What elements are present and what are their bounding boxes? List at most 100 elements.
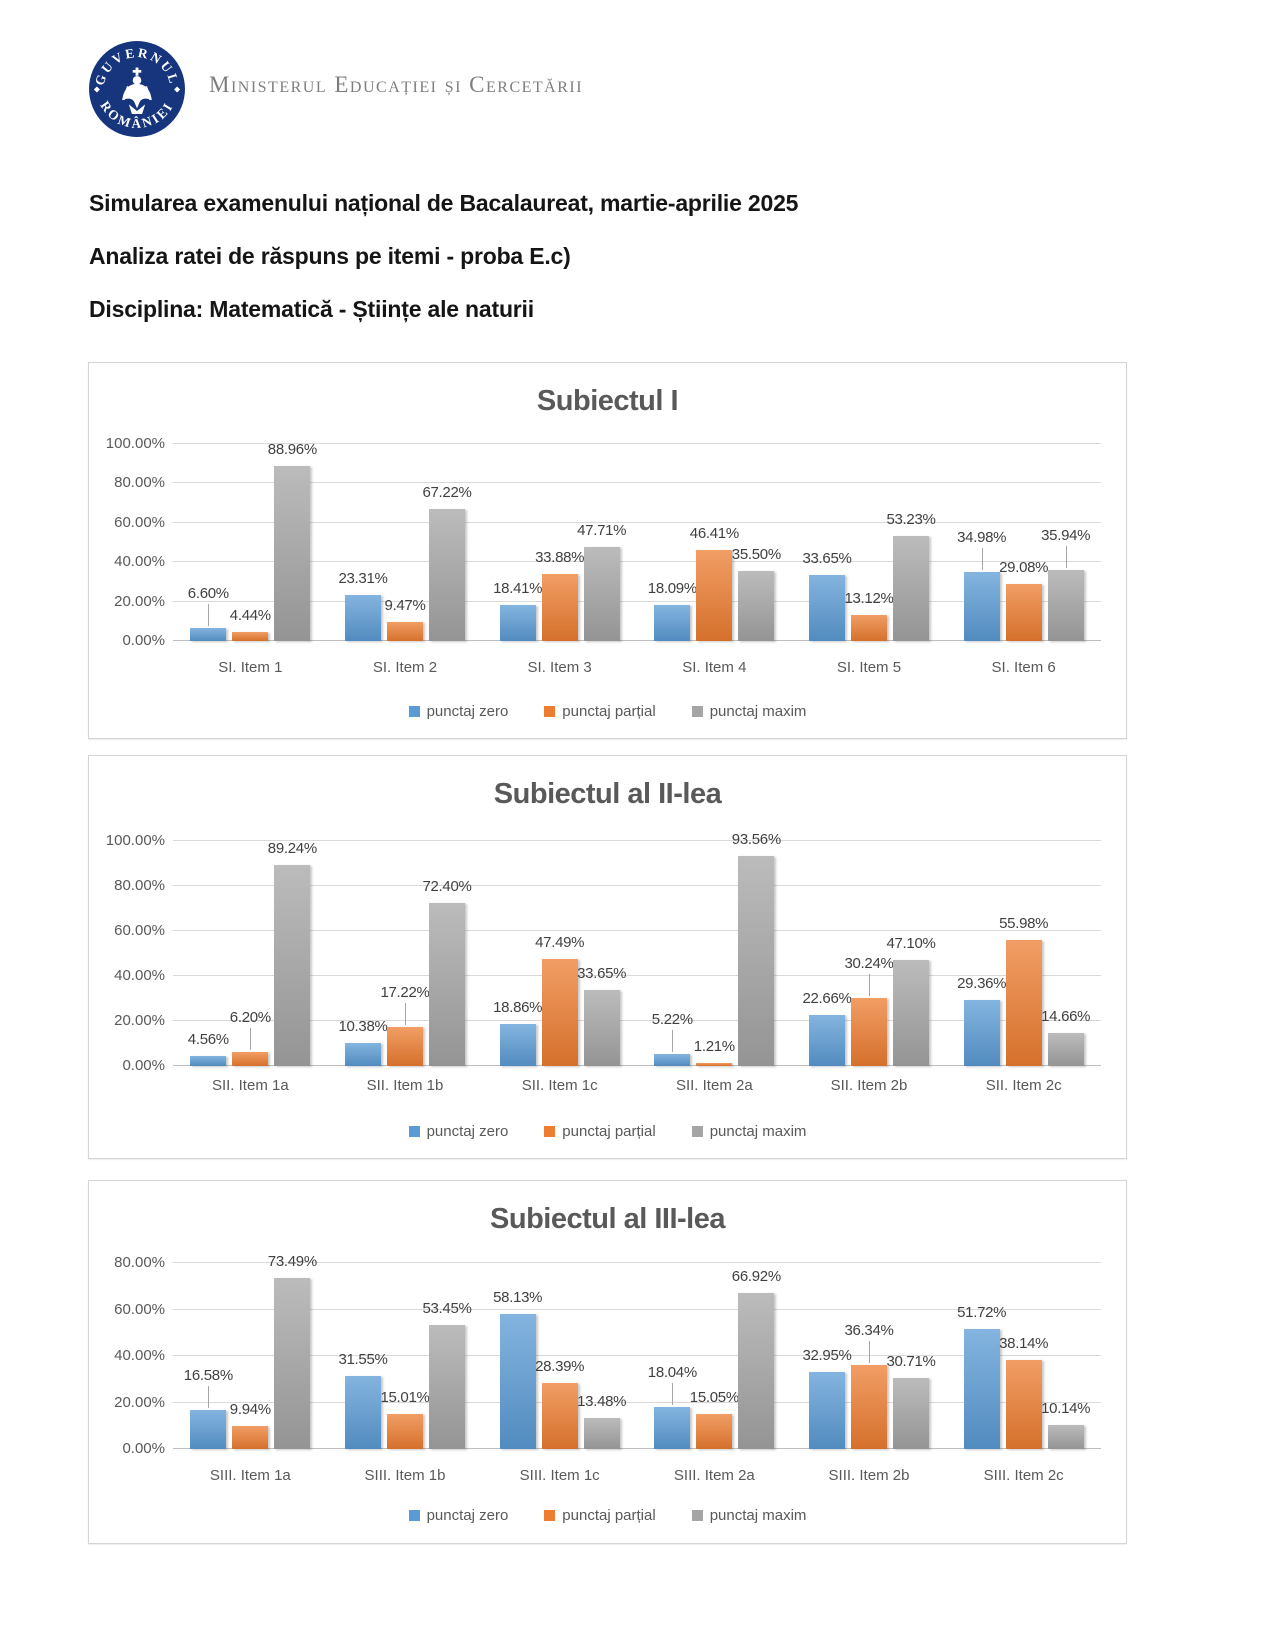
legend-label: punctaj maxim	[709, 1507, 807, 1524]
legend-label: punctaj zero	[426, 1123, 509, 1140]
data-label: 1.21%	[693, 1038, 735, 1056]
bar-punctaj-zero	[963, 1328, 1000, 1449]
data-label: 18.09%	[647, 580, 697, 598]
bar-punctaj-parțial	[232, 1052, 269, 1066]
data-label: 4.56%	[187, 1030, 229, 1048]
data-label: 29.08%	[999, 558, 1049, 576]
bar-punctaj-parțial	[541, 959, 578, 1066]
bar-punctaj-zero	[963, 999, 1000, 1066]
bar-punctaj-maxim	[1047, 570, 1084, 641]
bar-punctaj-maxim	[1047, 1033, 1084, 1066]
y-axis-tick-label: 100.00%	[105, 435, 165, 452]
bar-punctaj-parțial	[696, 1414, 733, 1449]
doc-title-line-2: Analiza ratei de răspuns pe itemi - prob…	[89, 243, 571, 269]
data-label: 10.14%	[1041, 1400, 1091, 1418]
bar-punctaj-maxim	[893, 1377, 929, 1449]
data-label: 55.98%	[999, 915, 1049, 933]
category-label: SIII. Item 2a	[673, 1467, 755, 1484]
bar-punctaj-maxim	[274, 1278, 311, 1449]
doc-title-line-1: Simularea examenului național de Bacalau…	[89, 190, 799, 216]
bar-punctaj-parțial	[387, 622, 423, 641]
category-label: SI. Item 3	[527, 659, 592, 676]
bar-punctaj-zero	[963, 572, 1000, 641]
data-label-leader-line	[672, 1030, 674, 1053]
category-label: SI. Item 6	[991, 659, 1056, 676]
legend-item-punctaj-zero: punctaj zero	[408, 1507, 509, 1524]
gridline	[173, 482, 1101, 484]
bar-punctaj-zero	[654, 605, 691, 641]
legend-swatch-icon	[691, 1126, 703, 1137]
data-label: 18.86%	[493, 998, 543, 1016]
data-label: 51.72%	[957, 1303, 1007, 1321]
chart-3: Subiectul al III-lea 16.58% 9.94% 73.49% 31.…	[88, 1180, 1127, 1544]
data-label: 16.58%	[183, 1367, 233, 1385]
data-label-leader-line	[1065, 546, 1067, 569]
legend-label: punctaj parțial	[562, 1507, 656, 1524]
bar-punctaj-maxim	[429, 508, 465, 641]
data-label: 47.71%	[577, 522, 627, 540]
doc-title-line-3: Disciplina: Matematică - Științe ale nat…	[89, 296, 534, 322]
data-label: 36.34%	[844, 1321, 894, 1339]
category-label: SII. Item 1c	[521, 1077, 598, 1094]
legend-label: punctaj maxim	[709, 703, 807, 720]
legend-swatch-icon	[408, 706, 420, 717]
data-label: 6.20%	[229, 1009, 271, 1027]
category-label: SIII. Item 1c	[519, 1467, 600, 1484]
data-label-leader-line	[981, 548, 983, 571]
bar-punctaj-zero	[809, 1015, 845, 1066]
data-label-leader-line	[869, 1340, 870, 1363]
legend-item-punctaj-parțial: punctaj parțial	[544, 703, 656, 720]
legend-label: punctaj zero	[426, 1507, 509, 1524]
category-label: SII. Item 1a	[211, 1077, 289, 1094]
data-label: 33.65%	[802, 549, 852, 567]
bar-punctaj-zero	[190, 1055, 227, 1066]
chart-legend: punctaj zero punctaj parțial punctaj maxim	[89, 1507, 1126, 1524]
gridline	[173, 975, 1101, 976]
data-label: 93.56%	[731, 830, 781, 848]
data-label: 31.55%	[338, 1350, 388, 1368]
category-label: SI. Item 2	[372, 659, 438, 676]
legend-swatch-icon	[691, 706, 703, 717]
data-label: 15.01%	[380, 1389, 430, 1407]
legend-swatch-icon	[544, 1510, 556, 1521]
data-label: 35.50%	[731, 546, 781, 564]
legend-label: punctaj parțial	[562, 1123, 656, 1140]
data-label: 4.44%	[229, 607, 271, 625]
data-label: 47.10%	[886, 935, 936, 953]
chart-legend: punctaj zero punctaj parțial punctaj maxim	[89, 703, 1126, 720]
gridline	[173, 930, 1101, 931]
gridline	[173, 840, 1101, 841]
bar-punctaj-parțial	[232, 1425, 269, 1449]
data-label: 13.12%	[844, 590, 894, 608]
gridline	[173, 1355, 1101, 1356]
bar-punctaj-maxim	[738, 855, 775, 1066]
chart-title: Subiectul al II-lea	[493, 778, 722, 810]
legend-item-punctaj-maxim: punctaj maxim	[691, 1507, 807, 1524]
legend-swatch-icon	[408, 1510, 420, 1521]
bar-punctaj-maxim	[583, 1417, 620, 1449]
category-label: SII. Item 2c	[985, 1077, 1062, 1094]
y-axis-tick-label: 0.00%	[122, 632, 165, 649]
bar-punctaj-zero	[654, 1054, 691, 1066]
chart-2: Subiectul al II-lea 4.56% 6.20% 89.24% 10.38…	[88, 755, 1127, 1159]
data-label: 9.47%	[384, 597, 426, 615]
bar-punctaj-maxim	[274, 465, 311, 641]
bar-punctaj-parțial	[851, 615, 887, 641]
bar-punctaj-parțial	[387, 1027, 423, 1066]
bar-punctaj-zero	[345, 1375, 381, 1449]
data-label: 53.45%	[422, 1299, 472, 1317]
data-label: 33.88%	[535, 549, 585, 567]
category-label: SII. Item 2a	[675, 1077, 753, 1094]
y-axis-tick-label: 60.00%	[114, 513, 165, 531]
plot-area: 4.56% 6.20% 89.24% 10.38% 17.22% 72.40% 18.86%…	[173, 831, 1101, 1066]
data-label: 15.05%	[689, 1389, 739, 1407]
gridline	[173, 561, 1101, 563]
bar-punctaj-zero	[809, 574, 845, 641]
category-label: SI. Item 5	[836, 659, 902, 676]
bar-punctaj-zero	[809, 1372, 845, 1449]
legend-item-punctaj-parțial: punctaj parțial	[544, 1123, 656, 1140]
chart-1: Subiectul I 6.60% 4.44% 88.96% 23.31% 9.47% 67…	[88, 362, 1127, 739]
guvernul-romaniei-logo: GUVERNUL ROMÂNIEI	[89, 41, 185, 137]
legend-item-punctaj-maxim: punctaj maxim	[691, 1123, 806, 1140]
y-axis-tick-label: 40.00%	[114, 553, 165, 571]
